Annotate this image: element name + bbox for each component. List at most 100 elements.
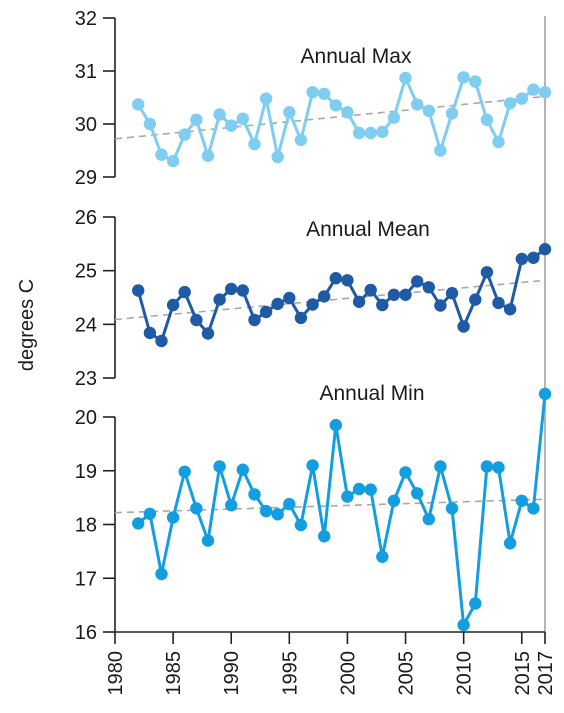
data-point	[434, 460, 447, 473]
data-point	[225, 282, 238, 296]
data-point	[306, 86, 319, 99]
data-point	[538, 387, 552, 401]
data-point	[143, 117, 157, 131]
data-point	[259, 305, 273, 319]
data-point	[259, 92, 273, 105]
data-point	[376, 125, 389, 139]
series-points-annual-mean	[132, 243, 552, 348]
data-point	[445, 107, 459, 120]
data-point	[225, 119, 238, 132]
data-point	[480, 460, 494, 473]
series-points-annual-min	[132, 387, 552, 632]
data-point	[527, 83, 540, 96]
data-point	[364, 483, 377, 496]
panel-title-annual-mean: Annual Mean	[306, 218, 430, 241]
data-point	[469, 75, 482, 88]
data-point	[492, 296, 505, 310]
data-point	[201, 149, 215, 162]
data-point	[155, 567, 168, 581]
data-point	[399, 71, 412, 85]
x-tick-label: 2000	[337, 651, 359, 696]
data-point	[492, 461, 505, 474]
data-point	[306, 298, 319, 311]
data-point	[538, 243, 552, 256]
panel-annual-max: 29 30 31 32 Annual Max	[75, 8, 552, 189]
x-tick-label: 2017	[535, 651, 557, 696]
panel-title-annual-max: Annual Max	[301, 45, 412, 68]
data-point	[294, 311, 308, 325]
x-tick-label: 1995	[279, 651, 301, 696]
data-point	[527, 502, 540, 515]
data-point	[213, 293, 226, 306]
data-point	[294, 133, 308, 147]
data-point	[132, 98, 145, 111]
data-point	[399, 466, 412, 479]
data-point	[469, 293, 482, 306]
data-point	[538, 86, 552, 99]
data-point	[248, 137, 261, 151]
data-point	[376, 550, 389, 563]
data-point	[445, 502, 459, 515]
data-point	[387, 494, 401, 507]
data-point	[341, 106, 354, 119]
data-point	[213, 108, 226, 121]
data-point	[457, 618, 470, 632]
data-point	[329, 418, 342, 432]
data-point	[422, 104, 435, 118]
series-line-annual-mean	[136, 247, 546, 343]
data-point	[143, 326, 157, 340]
data-point	[399, 288, 412, 301]
data-point	[283, 106, 296, 119]
y-tick-label: 32	[75, 8, 97, 30]
data-point	[201, 534, 215, 547]
data-point	[527, 251, 540, 264]
data-point	[387, 288, 401, 301]
data-point	[422, 281, 435, 294]
x-tick-label: 2015	[512, 651, 534, 696]
data-point	[341, 490, 354, 503]
data-point	[271, 508, 284, 521]
data-point	[259, 504, 273, 518]
data-point	[503, 97, 517, 110]
data-point	[352, 482, 366, 496]
data-point	[166, 298, 180, 312]
data-point	[341, 274, 354, 287]
data-point	[283, 497, 296, 511]
data-point	[190, 113, 203, 127]
data-point	[225, 499, 238, 512]
series-line-annual-max	[136, 75, 546, 163]
data-point	[213, 460, 226, 473]
y-tick-label: 31	[75, 61, 97, 83]
data-point	[178, 128, 191, 141]
data-point	[294, 518, 308, 532]
data-point	[318, 290, 331, 303]
x-axis: 1980 1985 1990 1995 2000 2005 2010 2015 2017	[105, 631, 557, 696]
data-point	[271, 150, 284, 164]
x-tick-label: 1990	[221, 651, 243, 696]
data-point	[376, 298, 389, 312]
data-point	[457, 71, 470, 84]
data-point	[480, 266, 494, 279]
y-axis-annual-mean: 23 24 25 26	[75, 207, 116, 390]
data-point	[236, 284, 249, 297]
data-point	[492, 135, 505, 149]
data-point	[515, 92, 528, 105]
data-point	[422, 512, 435, 526]
data-point	[515, 252, 528, 266]
data-point	[248, 313, 261, 327]
data-point	[352, 295, 366, 308]
data-point	[166, 511, 180, 524]
y-tick-label: 23	[75, 368, 97, 390]
y-tick-label: 17	[75, 568, 97, 590]
data-point	[283, 291, 296, 305]
x-tick-label: 1985	[163, 651, 185, 696]
y-axis-annual-min: 16 17 18 19 20	[75, 407, 116, 644]
y-axis-annual-max: 29 30 31 32	[75, 8, 116, 189]
data-point	[132, 284, 145, 297]
x-tick-label: 2010	[454, 651, 476, 696]
y-axis-title: degrees C	[16, 279, 38, 371]
data-point	[387, 111, 401, 124]
panel-annual-min: 16 17 18 19 20 Annual Min	[75, 382, 552, 644]
data-point	[364, 283, 377, 297]
data-point	[457, 320, 470, 333]
